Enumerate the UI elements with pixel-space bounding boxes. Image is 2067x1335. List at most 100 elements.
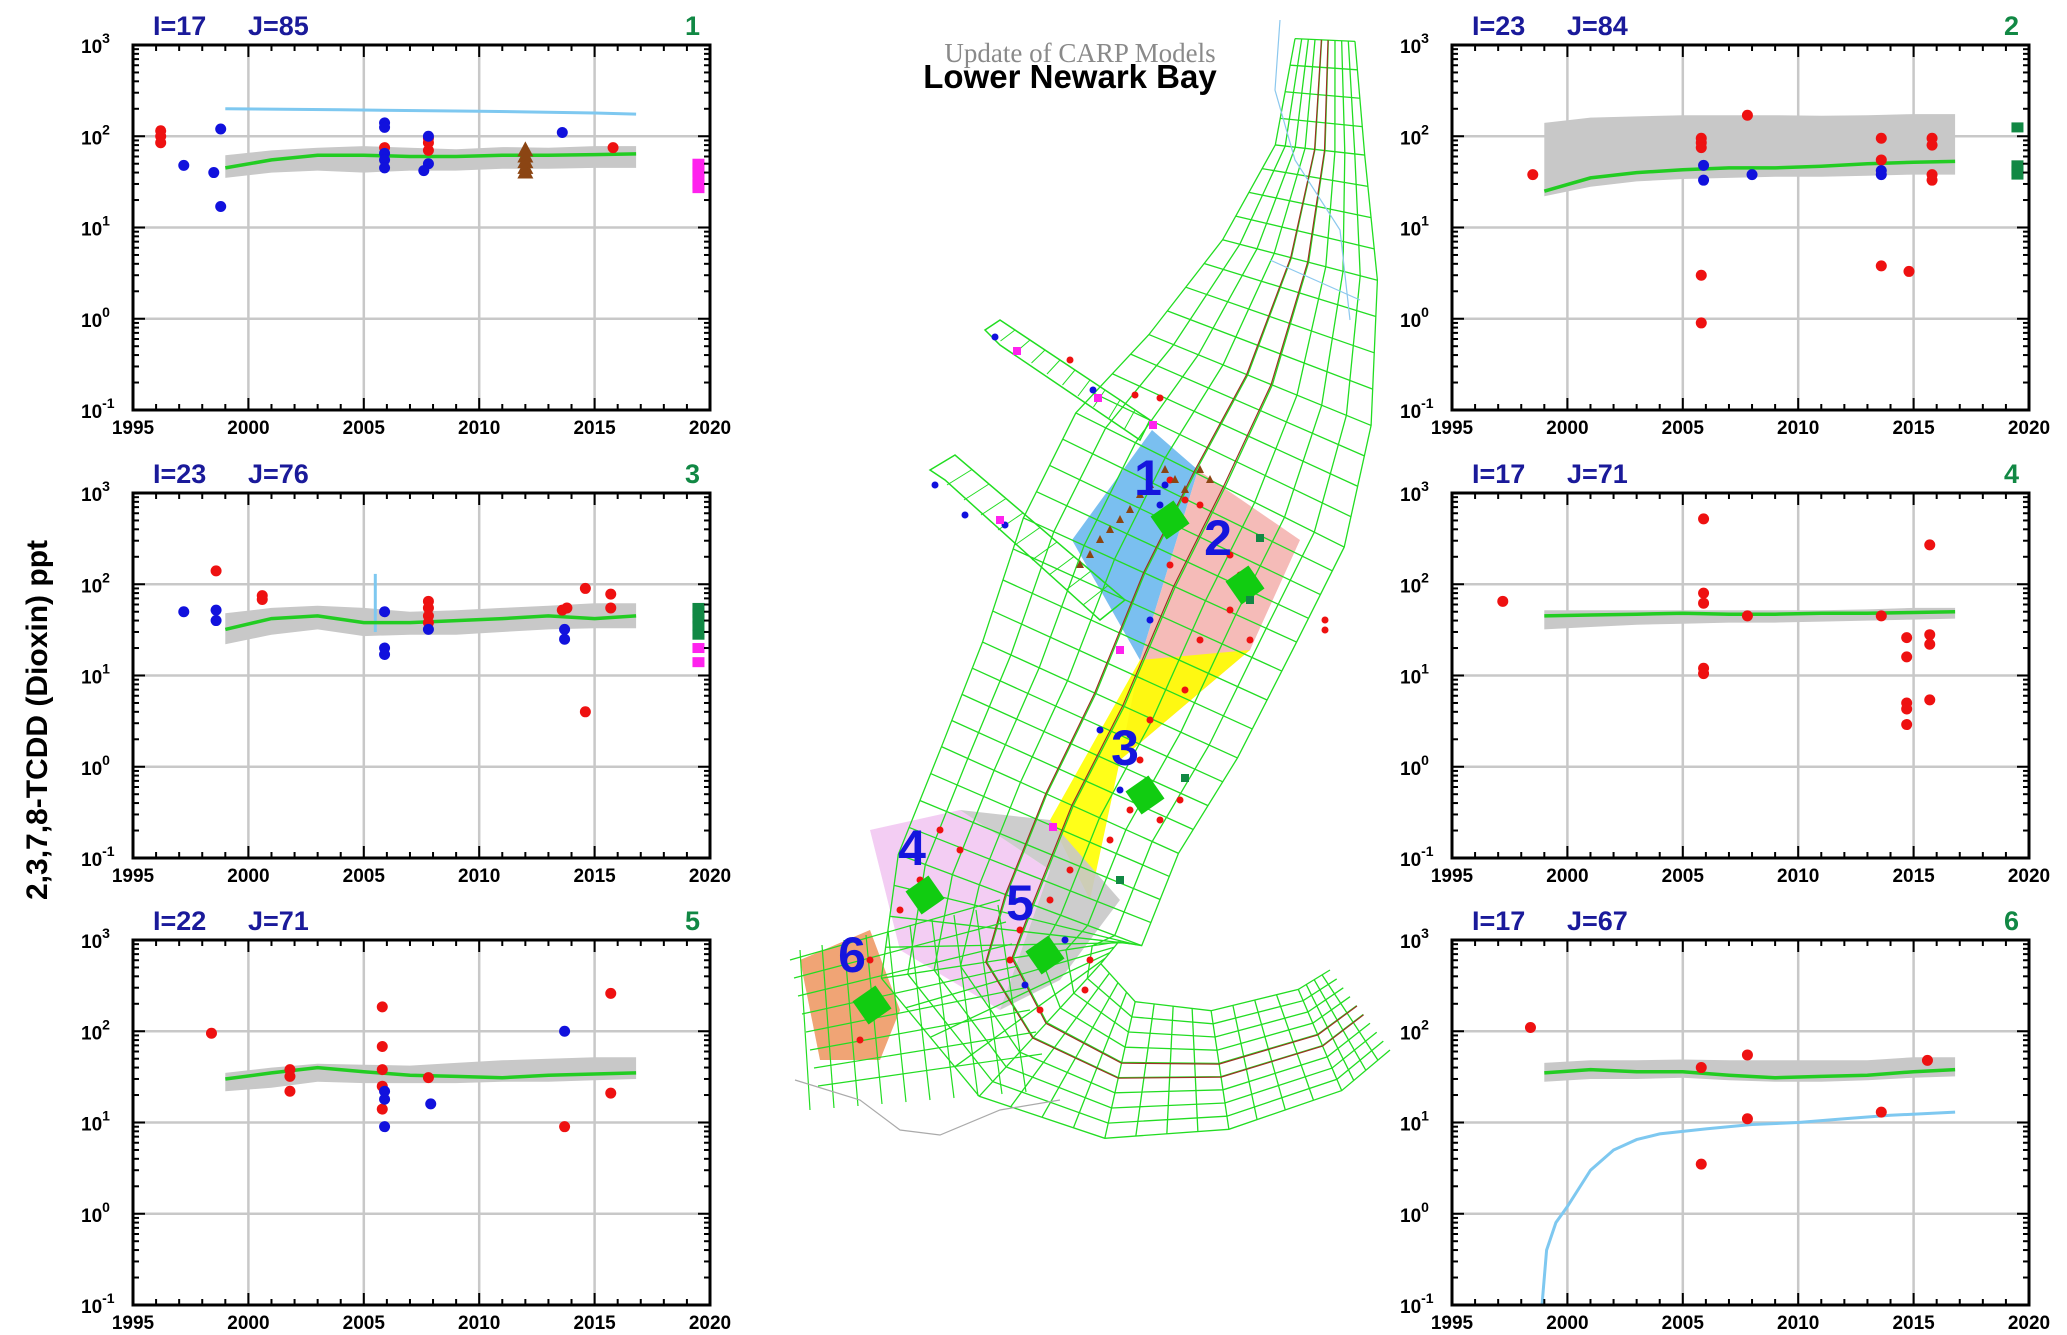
obs-point-red (605, 1087, 617, 1099)
axis-ticks (1451, 493, 2030, 859)
obs-point-blue (215, 123, 227, 135)
y-tick-label: 103 (81, 925, 110, 953)
x-tick-label: 2000 (1546, 866, 1588, 887)
x-tick-label: 2000 (227, 866, 269, 887)
y-tick-label: 102 (1400, 121, 1429, 149)
axis-ticks (1451, 45, 2030, 411)
model-uncertainty-band (1544, 114, 1956, 197)
panel-cell-j: J=71 (248, 906, 309, 936)
gridlines (133, 45, 710, 410)
y-tick-label: 10-1 (1400, 1290, 1434, 1318)
y-tick-label: 101 (1400, 213, 1429, 241)
y-tick-label: 100 (1400, 752, 1429, 780)
x-tick-label: 2015 (1892, 1313, 1935, 1334)
y-tick-label: 10-1 (81, 395, 115, 423)
obs-point-magenta (692, 172, 705, 183)
x-tick-label: 1995 (112, 418, 155, 439)
obs-point-blue (559, 633, 571, 645)
obs-point-red (605, 588, 617, 600)
obs-point-blue (379, 1093, 391, 1105)
obs-point-magenta (692, 183, 705, 194)
axis-ticks (132, 45, 711, 411)
x-tick-label: 2015 (1892, 418, 1935, 439)
obs-point-red (1497, 595, 1509, 607)
obs-point-blue (418, 165, 430, 177)
obs-point-blue (556, 126, 568, 138)
obs-point-brown (517, 163, 534, 179)
gridlines (133, 940, 710, 1305)
obs-point-red (1903, 265, 1915, 277)
panel-cell-j: J=67 (1567, 906, 1628, 936)
chart-panel-1: 1995 2000 2005 2010 2015 2020 103 102 101 100 10-1… (81, 11, 731, 439)
y-tick-label: 101 (1400, 661, 1429, 689)
obs-point-red (1875, 154, 1887, 166)
obs-point-red (607, 142, 619, 154)
panel-number: 2 (2004, 11, 2019, 41)
obs-point-red (1695, 1158, 1707, 1170)
x-tick-label: 1995 (112, 866, 155, 887)
obs-point-green (2011, 169, 2024, 180)
obs-point-magenta (692, 167, 705, 178)
y-tick-label: 10-1 (81, 1290, 115, 1318)
obs-point-red (284, 1070, 296, 1082)
obs-point-red (1741, 610, 1753, 622)
obs-point-blue (215, 200, 227, 212)
obs-point-magenta (692, 657, 705, 668)
y-tick-label: 102 (81, 121, 110, 149)
panel-cell-j: J=71 (1567, 459, 1628, 489)
y-tick-label: 10-1 (1400, 843, 1434, 871)
obs-point-green (692, 608, 705, 619)
x-tick-label: 1995 (1431, 418, 1474, 439)
gridlines (133, 493, 710, 858)
obs-point-red (1924, 629, 1936, 641)
x-tick-label: 2015 (573, 1313, 616, 1334)
model-blue-line (225, 107, 637, 116)
y-tick-label: 100 (1400, 1199, 1429, 1227)
y-tick-label: 100 (81, 1199, 110, 1227)
x-tick-label: 2015 (573, 418, 616, 439)
obs-point-red (579, 582, 591, 594)
y-tick-label: 101 (81, 213, 110, 241)
x-tick-label: 2005 (1662, 418, 1705, 439)
obs-point-red (1875, 132, 1887, 144)
panel-cell-i: I=17 (153, 11, 206, 41)
obs-point-red (1695, 317, 1707, 329)
chart-panel-3: 1995 2000 2005 2010 2015 2020 103 102 101 100 10-1… (81, 459, 731, 887)
x-tick-label: 2005 (343, 418, 386, 439)
obs-point-red (1901, 651, 1913, 663)
y-tick-label: 102 (1400, 1016, 1429, 1044)
x-tick-label: 2010 (458, 1313, 500, 1334)
x-tick-label: 2015 (1892, 866, 1935, 887)
obs-point-red (284, 1085, 296, 1097)
obs-point-green (692, 620, 705, 631)
obs-point-red (376, 1064, 388, 1076)
obs-point-red (1875, 260, 1887, 272)
obs-point-blue (379, 154, 391, 166)
x-tick-label: 2020 (689, 1313, 731, 1334)
obs-point-red (559, 1121, 571, 1133)
x-tick-label: 2020 (2008, 418, 2050, 439)
obs-point-magenta (692, 643, 705, 654)
obs-point-red (155, 137, 167, 149)
obs-point-blue (379, 1121, 391, 1133)
map-subtitle: Update of CARP Models (944, 38, 1216, 68)
chart-panel-2: 1995 2000 2005 2010 2015 2020 103 102 101 100 10-1… (1400, 11, 2050, 439)
panel-cell-i: I=23 (1472, 11, 1525, 41)
x-tick-label: 2010 (458, 418, 500, 439)
obs-point-blue (422, 130, 434, 142)
chart-panel-6: 1995 2000 2005 2010 2015 2020 103 102 101 100 10-1… (1400, 906, 2050, 1334)
obs-point-red (205, 1027, 217, 1039)
obs-point-blue (178, 159, 190, 171)
x-tick-label: 2005 (1662, 1313, 1705, 1334)
obs-point-blue (379, 121, 391, 133)
obs-point-blue (1698, 159, 1710, 171)
panel-number: 6 (2004, 906, 2019, 936)
obs-point-red (1741, 1049, 1753, 1061)
obs-point-green (692, 629, 705, 640)
y-tick-label: 103 (81, 478, 110, 506)
axis-ticks (132, 493, 711, 859)
obs-point-blue (559, 623, 571, 635)
x-tick-label: 2010 (458, 866, 500, 887)
obs-point-red (376, 1103, 388, 1115)
